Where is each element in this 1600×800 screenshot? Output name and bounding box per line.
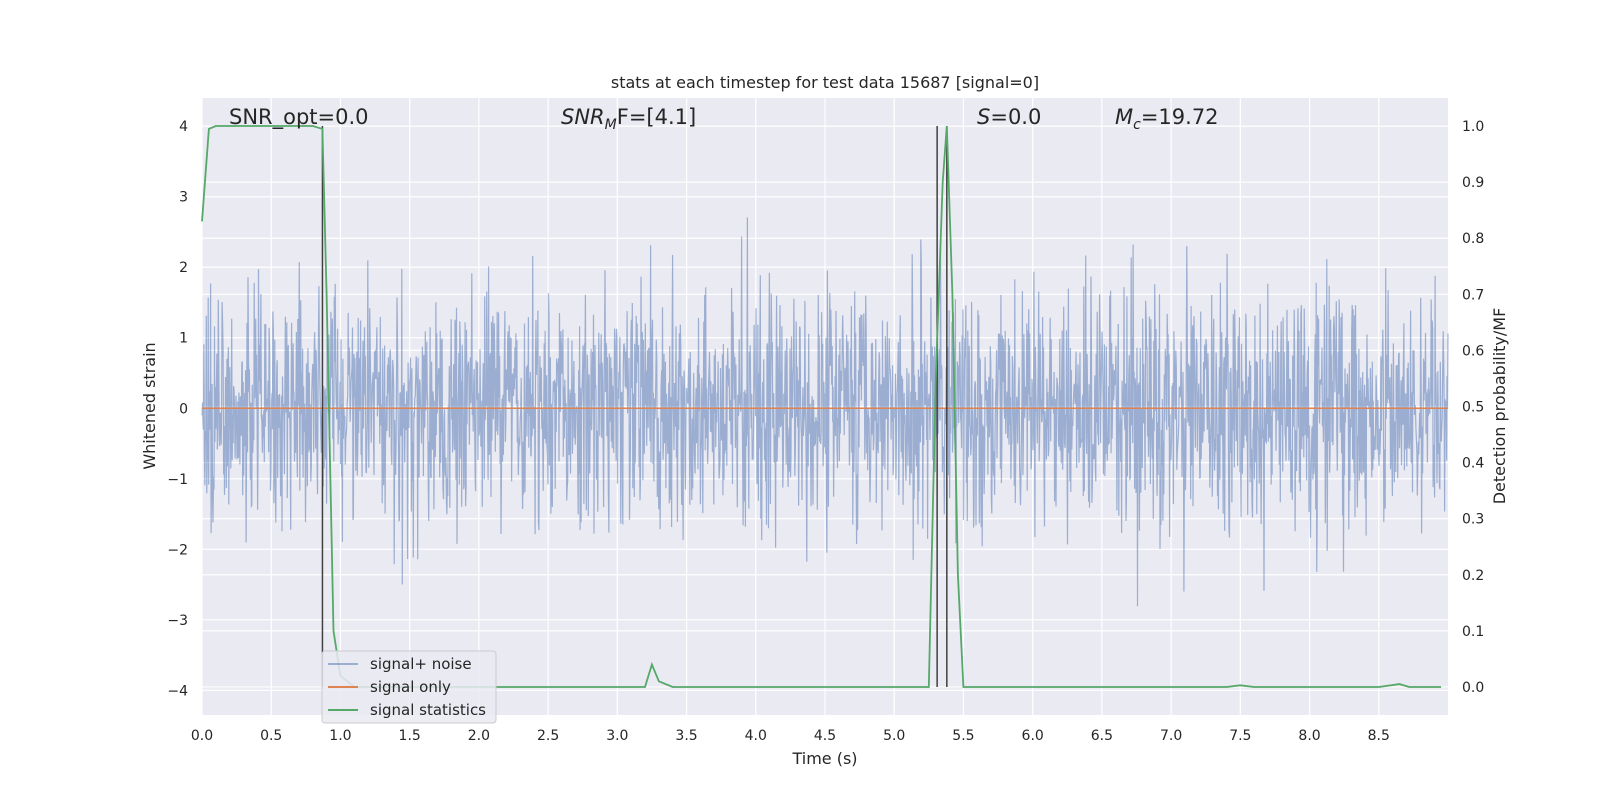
x-tick-label: 2.0: [468, 728, 490, 744]
y-tick-label-right: 1.0: [1462, 119, 1484, 135]
y-tick-label-right: 0.0: [1462, 680, 1484, 696]
x-tick-label: 8.0: [1298, 728, 1320, 744]
x-tick-label: 4.0: [745, 728, 767, 744]
tick-labels: 0.0 0.5 1.0 1.5 2.0 2.5 3.0 3.5 4.0 4.5 5.0 5.5 6.0 6…: [167, 119, 1484, 744]
series-signal-statistics: [201, 125, 1442, 688]
x-tick-label: 5.0: [883, 728, 905, 744]
y-tick-label-left: 0: [179, 401, 188, 417]
y-tick-label-right: 0.8: [1462, 231, 1484, 247]
x-tick-label: 1.0: [329, 728, 351, 744]
legend-box: [321, 650, 497, 724]
x-tick-label: 7.0: [1160, 728, 1182, 744]
y-tick-label-left: −1: [167, 472, 188, 488]
series-signal-noise: [201, 217, 1449, 607]
legend-label-signal-only: signal only: [370, 678, 451, 696]
x-tick-label: 2.5: [537, 728, 559, 744]
x-tick-label: 6.0: [1022, 728, 1044, 744]
y-tick-label-right: 0.5: [1462, 400, 1484, 416]
legend-label-signal-noise: signal+ noise: [370, 655, 472, 673]
y-tick-label-right: 0.9: [1462, 175, 1484, 191]
legend: signal+ noise signal only signal statist…: [321, 650, 497, 724]
annotation-snr-mf: SNRMF=[4.1]: [561, 105, 696, 133]
chart-title: stats at each timestep for test data 156…: [611, 73, 1039, 92]
y-tick-label-right: 0.3: [1462, 512, 1484, 528]
x-tick-label: 0.5: [260, 728, 282, 744]
y-tick-label-left: 1: [179, 331, 188, 347]
y-tick-label-right: 0.2: [1462, 568, 1484, 584]
x-tick-label: 4.5: [814, 728, 836, 744]
annotation-mc: Mc=19.72: [1115, 105, 1219, 133]
annotation-snr-opt: SNR_opt=0.0: [229, 105, 369, 130]
y-tick-label-left: −4: [167, 683, 188, 699]
y-tick-label-right: 0.4: [1462, 456, 1484, 472]
x-tick-label: 5.5: [952, 728, 974, 744]
x-tick-label: 8.5: [1368, 728, 1390, 744]
x-axis-label: Time (s): [791, 749, 857, 768]
y-axis-label-right: Detection probability/MF: [1490, 308, 1509, 505]
y-tick-label-left: −3: [167, 613, 188, 629]
annotation-s: S=0.0: [977, 105, 1041, 129]
vertical-markers: [321, 126, 948, 687]
x-tick-label: 1.5: [399, 728, 421, 744]
y-tick-label-right: 0.7: [1462, 287, 1484, 303]
x-tick-label: 3.0: [606, 728, 628, 744]
y-tick-label-left: 2: [179, 260, 188, 276]
y-tick-label-left: −2: [167, 542, 188, 558]
y-tick-label-left: 4: [179, 119, 188, 135]
y-tick-label-left: 3: [179, 190, 188, 206]
y-tick-label-right: 0.6: [1462, 343, 1484, 359]
x-tick-label: 6.5: [1091, 728, 1113, 744]
x-tick-label: 0.0: [191, 728, 213, 744]
y-axis-label-left: Whitened strain: [140, 342, 159, 469]
x-tick-label: 7.5: [1229, 728, 1251, 744]
y-tick-label-right: 0.1: [1462, 624, 1484, 640]
legend-label-signal-statistics: signal statistics: [370, 701, 486, 719]
x-tick-label: 3.5: [675, 728, 697, 744]
line-signal-noise: [201, 217, 1449, 607]
line-signal-statistics: [201, 125, 1442, 688]
